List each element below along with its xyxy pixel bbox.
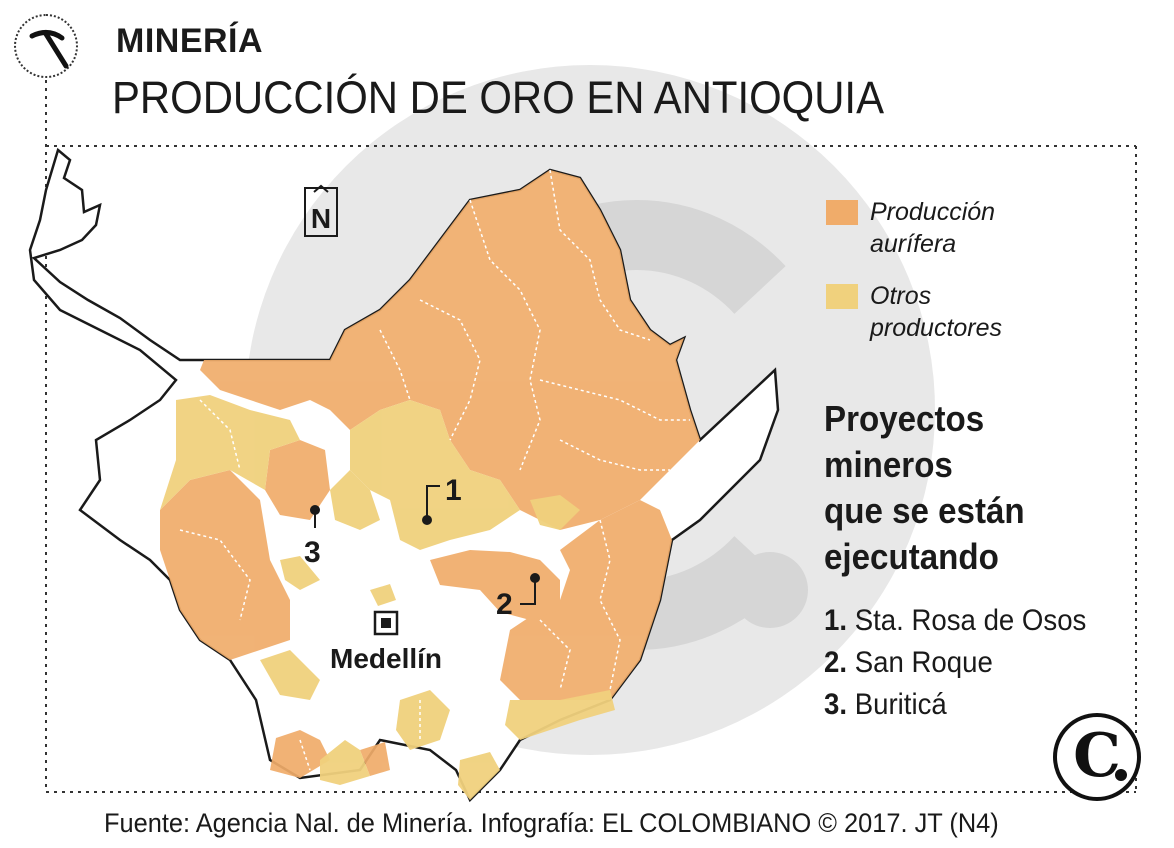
legend-swatch-gold [826,200,858,225]
svg-text:1: 1 [445,474,462,507]
svg-text:2: 2 [496,588,513,621]
other-producers-regions [160,395,615,800]
legend-swatch-other [826,284,858,309]
legend-label: Producción [870,198,996,226]
gold-production-regions [160,170,700,778]
el-colombiano-logo-icon: C [1053,713,1141,801]
source-credit: Fuente: Agencia Nal. de Minería. Infogra… [104,808,999,838]
project-marker-3: 3 [304,505,321,569]
legend-label: aurífera [870,230,957,258]
list-item: 3. Buriticá [824,688,947,721]
project-marker-2: 2 [496,573,540,621]
projects-heading: Proyectos mineros que se están ejecutand… [824,396,1100,580]
projects-heading-line: ejecutando [824,536,999,577]
list-item: 2. San Roque [824,646,993,679]
project-marker-1: 1 [422,474,462,525]
projects-heading-line: que se están [824,490,1025,531]
projects-heading-line: mineros [824,444,953,485]
section-kicker: MINERÍA [116,22,264,60]
compass-north-icon: N [304,184,338,237]
city-label-medellin: Medellín [330,643,442,674]
page-title: PRODUCCIÓN DE ORO EN ANTIOQUIA [112,72,884,123]
svg-text:N: N [311,203,331,234]
municipal-boundaries [179,169,690,771]
projects-list: 1. Sta. Rosa de Osos 2. San Roque 3. Bur… [824,600,1109,726]
legend-label: Otros [870,282,932,310]
medellin-city-icon [373,610,399,636]
pickaxe-icon [29,30,69,69]
projects-heading-line: Proyectos [824,398,985,439]
legend-label: productores [870,314,1003,342]
svg-text:3: 3 [304,536,321,569]
pickaxe-badge [14,14,78,78]
list-item: 1. Sta. Rosa de Osos [824,604,1087,637]
